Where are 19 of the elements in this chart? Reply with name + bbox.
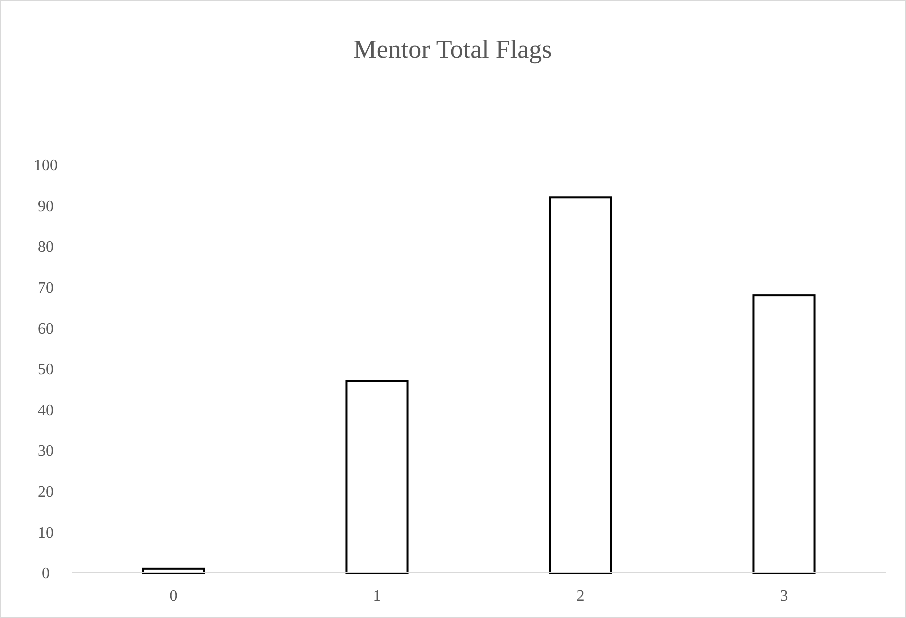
y-tick-label: 0	[42, 566, 50, 583]
y-tick-label: 20	[38, 484, 54, 501]
x-tick-label: 2	[576, 588, 585, 605]
y-tick-label: 80	[38, 239, 54, 256]
chart-title: Mentor Total Flags	[354, 35, 552, 64]
y-tick-label: 10	[38, 524, 54, 542]
y-tick-label: 30	[38, 443, 54, 460]
bar	[346, 380, 409, 574]
y-tick-label: 40	[38, 402, 54, 420]
y-tick-label: 60	[38, 320, 54, 338]
bar	[752, 294, 816, 574]
y-tick-label: 50	[38, 362, 54, 379]
y-tick-label: 70	[38, 280, 54, 297]
bar	[549, 196, 612, 574]
x-tick-label: 0	[170, 588, 178, 605]
x-tick-label: 1	[373, 588, 382, 605]
y-tick-label: 90	[38, 198, 54, 216]
y-tick-label: 100	[34, 158, 58, 175]
x-tick-label: 3	[780, 588, 788, 605]
